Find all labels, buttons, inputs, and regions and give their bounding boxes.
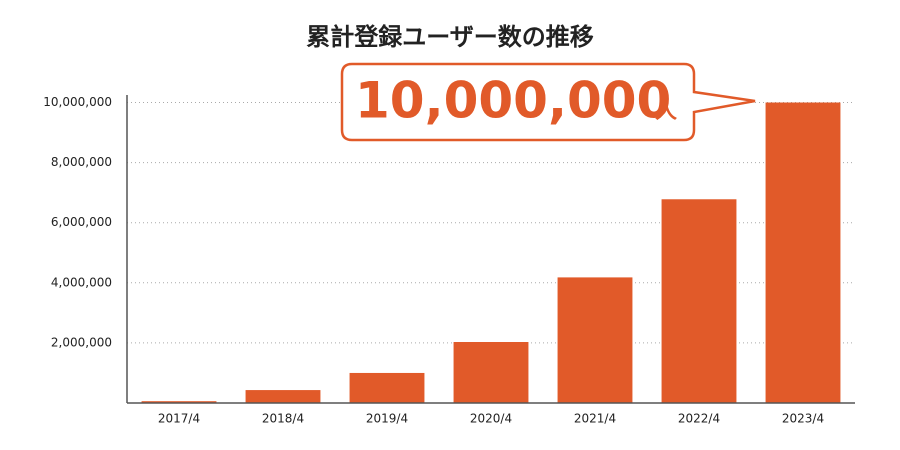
y-tick-label: 6,000,000	[51, 215, 112, 229]
callout-unit: 人	[655, 99, 677, 124]
bar	[557, 277, 633, 403]
bar	[245, 390, 321, 403]
x-tick-label: 2018/4	[262, 412, 304, 426]
y-tick-label: 10,000,000	[43, 95, 112, 109]
x-tick-label: 2019/4	[366, 412, 408, 426]
callout: 10,000,000 人	[340, 62, 756, 142]
bar	[141, 401, 217, 403]
callout-number: 10,000,000	[355, 72, 671, 130]
bar	[453, 342, 529, 403]
x-tick-label: 2017/4	[158, 412, 200, 426]
chart-title: 累計登録ユーザー数の推移	[306, 23, 594, 51]
y-tick-label: 2,000,000	[51, 335, 112, 349]
y-tick-label: 4,000,000	[51, 275, 112, 289]
bar	[765, 102, 841, 403]
y-tick-label: 8,000,000	[51, 155, 112, 169]
callout-bubble	[340, 62, 756, 142]
bar	[661, 199, 737, 403]
x-tick-label: 2020/4	[470, 412, 512, 426]
x-tick-label: 2023/4	[782, 412, 824, 426]
x-tick-label: 2022/4	[678, 412, 720, 426]
x-tick-label: 2021/4	[574, 412, 616, 426]
bar	[349, 372, 425, 403]
